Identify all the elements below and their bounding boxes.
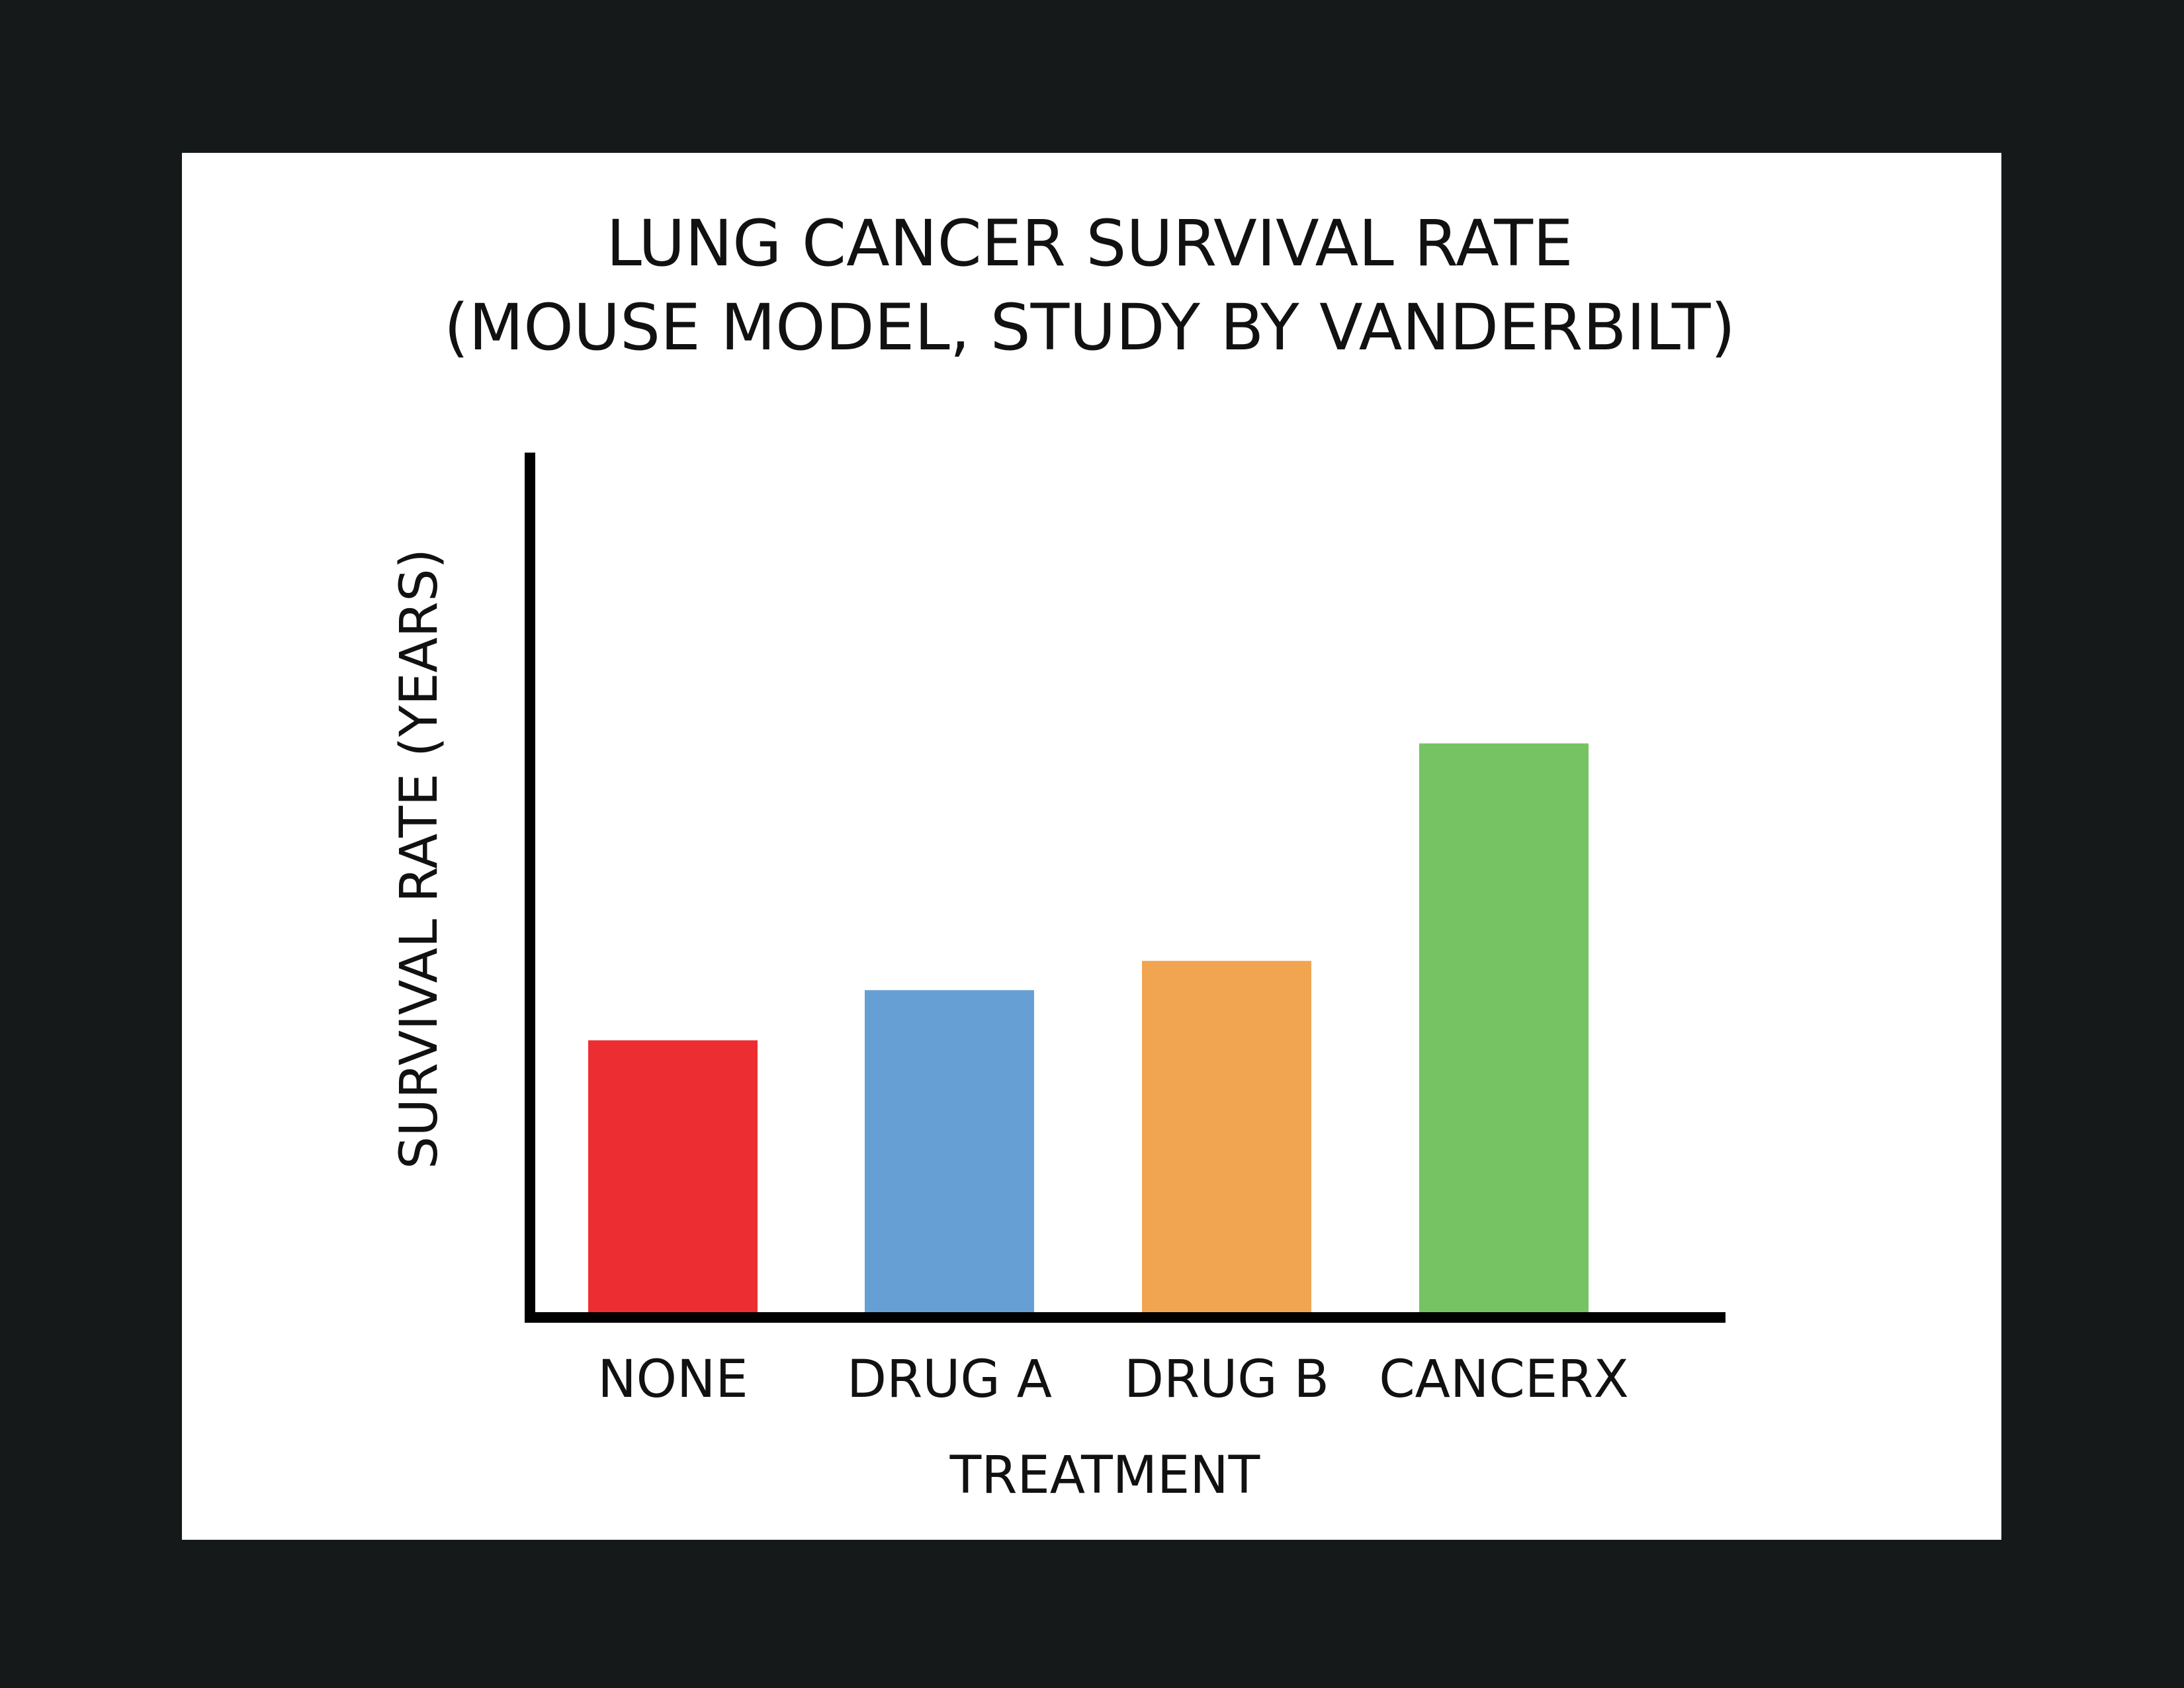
chart-panel: LUNG CANCER SURVIVAL RATE (MOUSE MODEL, … bbox=[182, 153, 2001, 1540]
chart-title-line-2: (MOUSE MODEL, STUDY BY VANDERBILT) bbox=[444, 290, 1735, 365]
y-axis-label: SURVIVAL RATE (YEARS) bbox=[390, 549, 449, 1169]
category-label-cancerx: CANCERX bbox=[1379, 1350, 1629, 1409]
chart-title-line-1: LUNG CANCER SURVIVAL RATE bbox=[606, 206, 1573, 281]
bar-cancerx bbox=[1419, 743, 1589, 1312]
bar-drug-a bbox=[865, 990, 1034, 1312]
bar-none bbox=[588, 1040, 758, 1312]
bar-chart: LUNG CANCER SURVIVAL RATE (MOUSE MODEL, … bbox=[390, 206, 1735, 1505]
category-label-drug-a: DRUG A bbox=[847, 1350, 1052, 1409]
category-labels: NONE DRUG A DRUG B CANCERX bbox=[597, 1350, 1628, 1409]
category-label-none: NONE bbox=[597, 1350, 748, 1409]
bar-drug-b bbox=[1142, 961, 1311, 1312]
bars-group bbox=[588, 743, 1589, 1312]
category-label-drug-b: DRUG B bbox=[1124, 1350, 1329, 1409]
x-axis-label: TREATMENT bbox=[949, 1446, 1260, 1505]
